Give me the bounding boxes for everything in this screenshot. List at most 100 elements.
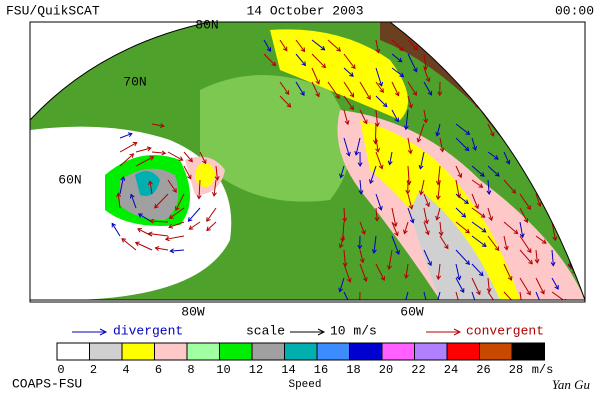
lon-label: 80W xyxy=(181,304,205,319)
wind-vector xyxy=(423,221,429,235)
wind-vector-head xyxy=(379,88,384,94)
wind-vector-head xyxy=(397,57,403,63)
wind-vector xyxy=(327,81,340,99)
wind-vector-head xyxy=(346,277,352,283)
colorbar-tick-label: 6 xyxy=(155,363,162,377)
wind-vector-head xyxy=(300,47,306,53)
wind-vector xyxy=(439,235,449,249)
wind-vector xyxy=(149,181,153,195)
wind-vector-head xyxy=(557,184,563,190)
wind-vector-head xyxy=(394,231,399,237)
legend-scale-value: 10 m/s xyxy=(330,323,377,338)
wind-vector-head xyxy=(554,284,559,290)
wind-vector xyxy=(567,179,573,196)
wind-vector xyxy=(519,53,531,66)
wind-vector xyxy=(423,81,432,96)
wind-vector xyxy=(279,81,290,95)
wind-vector xyxy=(519,207,528,223)
wind-vector-head xyxy=(206,217,211,222)
wind-vector xyxy=(375,207,378,221)
colorbar-tick-label: 28 xyxy=(509,363,523,377)
wind-vector-head xyxy=(378,81,384,87)
wind-vector-head xyxy=(495,303,499,307)
wind-vector xyxy=(359,263,367,282)
wind-vector xyxy=(407,53,418,72)
wind-vector-head xyxy=(436,275,442,281)
wind-vector xyxy=(206,207,217,222)
wind-vector-head xyxy=(149,156,155,161)
wind-vector xyxy=(311,53,326,68)
wind-vector-head xyxy=(427,90,433,96)
wind-vector-head xyxy=(206,226,211,232)
colorbar-swatch xyxy=(154,342,188,361)
legend-scale: scale xyxy=(246,323,285,338)
wind-vector xyxy=(503,95,512,107)
wind-vector xyxy=(519,109,527,122)
wind-vector-head xyxy=(424,219,429,225)
wind-vector xyxy=(417,123,425,142)
wind-vector-head xyxy=(363,119,368,125)
wind-vector xyxy=(567,123,577,139)
wind-vector-head xyxy=(568,191,574,197)
wind-vector xyxy=(168,221,185,228)
colorbar-swatch xyxy=(219,342,253,361)
wind-vector xyxy=(130,194,137,209)
wind-vector-head xyxy=(489,131,495,137)
wind-vector-head xyxy=(403,229,408,235)
wind-vector xyxy=(327,39,341,52)
legend-convergent: convergent xyxy=(466,323,544,338)
wind-vector xyxy=(343,291,351,300)
wind-vector xyxy=(455,277,465,293)
wind-vector xyxy=(551,137,563,153)
scale-arrow-head xyxy=(317,328,326,336)
wind-vector xyxy=(503,179,516,194)
wind-vector-head xyxy=(486,190,492,196)
wind-vector-head xyxy=(371,249,377,254)
wind-vector-head xyxy=(344,120,350,126)
wind-vector xyxy=(519,193,531,210)
colorbar-unit: m/s xyxy=(532,363,554,377)
wind-vector xyxy=(369,165,377,184)
wind-vector-head xyxy=(478,183,484,188)
wind-vector-head xyxy=(555,216,560,221)
wind-vector-head xyxy=(408,103,413,109)
wind-vector xyxy=(519,291,523,300)
wind-vector xyxy=(471,291,479,300)
legend-divergent: divergent xyxy=(113,323,183,338)
footer-right: Yan Gu xyxy=(552,377,591,392)
wind-vector-head xyxy=(357,244,363,250)
wind-vector xyxy=(343,95,354,110)
wind-vector-head xyxy=(593,104,597,108)
wind-vector-head xyxy=(409,218,415,224)
wind-vector-head xyxy=(519,233,525,239)
wind-vector-head xyxy=(196,194,202,200)
wind-vector-head xyxy=(408,204,414,210)
wind-vector-head xyxy=(315,92,320,98)
wind-vector xyxy=(407,95,412,108)
wind-vector xyxy=(455,179,460,198)
wind-vector-head xyxy=(374,216,380,222)
wind-vector xyxy=(471,263,484,276)
wind-vector xyxy=(503,291,516,300)
wind-vector xyxy=(355,137,361,156)
wind-vector-head xyxy=(187,217,193,222)
wind-vector-head xyxy=(513,229,519,235)
colorbar-swatch xyxy=(381,342,415,361)
wind-vector-head xyxy=(555,63,560,69)
wind-vector-head xyxy=(425,202,430,208)
wind-vector xyxy=(135,156,154,167)
wind-vector xyxy=(436,123,441,136)
wind-vector-head xyxy=(493,155,499,160)
wind-vector xyxy=(405,263,409,279)
wind-vector xyxy=(436,207,441,220)
wind-vector xyxy=(119,176,124,195)
wind-vector-head xyxy=(476,290,481,296)
wind-vector-head xyxy=(465,260,470,265)
wind-vector xyxy=(199,151,207,164)
wind-vector xyxy=(279,39,288,51)
wind-vector-head xyxy=(552,236,558,242)
wind-vector xyxy=(487,123,494,137)
colorbar-tick-label: 26 xyxy=(476,363,490,377)
wind-vector-head xyxy=(591,297,595,301)
wind-vector-head xyxy=(336,46,342,52)
